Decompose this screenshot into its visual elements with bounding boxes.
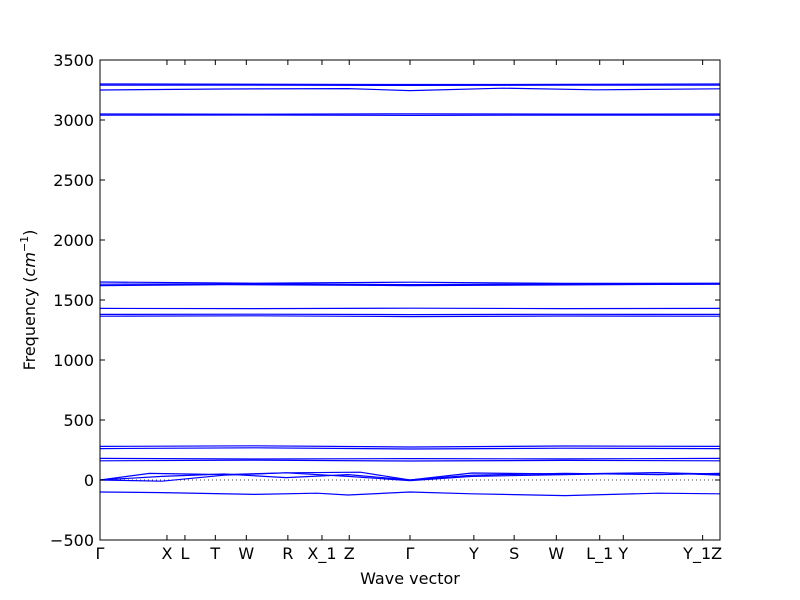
- y-axis-unit-open: (: [20, 276, 39, 287]
- band-line-14: [99, 457, 721, 460]
- y-tick-label: 2000: [53, 231, 94, 250]
- y-tick-label: 500: [63, 411, 94, 430]
- x-axis-label: Wave vector: [360, 569, 460, 588]
- y-tick-label: 2500: [53, 171, 94, 190]
- x-tick-label: X_1: [307, 544, 336, 564]
- x-tick-label: W: [238, 544, 254, 563]
- band-line-8: [99, 283, 721, 287]
- band-line-18: [99, 472, 721, 482]
- x-tick-label: Y_1Z: [682, 544, 722, 564]
- y-axis-label-text: Frequency: [20, 288, 39, 371]
- band-line-1: [99, 83, 721, 86]
- x-tick-label: Γ: [406, 544, 415, 563]
- x-tick-label: R: [282, 544, 293, 563]
- x-tick-label: Y: [468, 544, 479, 563]
- x-tick-label: Y: [617, 544, 628, 563]
- x-tick-label: W: [548, 544, 564, 563]
- y-tick-label: 0: [84, 471, 94, 490]
- band-line-12: [99, 445, 721, 448]
- y-tick-label: 3000: [53, 111, 94, 130]
- y-tick-label: −500: [50, 531, 94, 550]
- band-line-19: [99, 491, 721, 497]
- x-tick-label: Γ: [96, 544, 105, 563]
- y-axis-ticks: −500 0 500 1000 1500 2000 2500 3000 3500: [50, 51, 720, 550]
- y-tick-label: 1500: [53, 291, 94, 310]
- band-line-15: [99, 459, 721, 462]
- y-tick-label: 1000: [53, 351, 94, 370]
- x-tick-label: L: [180, 544, 189, 563]
- y-axis-unit-close: ): [20, 230, 39, 236]
- band-line-6: [99, 281, 721, 285]
- y-axis-unit-exponent: −1: [18, 236, 31, 252]
- x-tick-label: X: [161, 544, 172, 563]
- x-axis-ticks: Γ X L T W R X_1 Z Γ Y S W L_1 Y Y_1Z: [96, 60, 722, 564]
- band-line-13: [99, 447, 721, 450]
- x-tick-label: S: [509, 544, 519, 563]
- band-line-3: [99, 87, 721, 92]
- series-group: [99, 83, 721, 497]
- x-tick-label: Z: [344, 544, 355, 563]
- y-tick-label: 3500: [53, 51, 94, 70]
- y-axis-unit: cm: [20, 252, 39, 276]
- x-tick-label: L_1: [586, 544, 613, 564]
- x-tick-label: T: [209, 544, 220, 563]
- y-axis-label: Frequency (cm−1): [18, 230, 39, 371]
- band-line-11: [99, 315, 721, 318]
